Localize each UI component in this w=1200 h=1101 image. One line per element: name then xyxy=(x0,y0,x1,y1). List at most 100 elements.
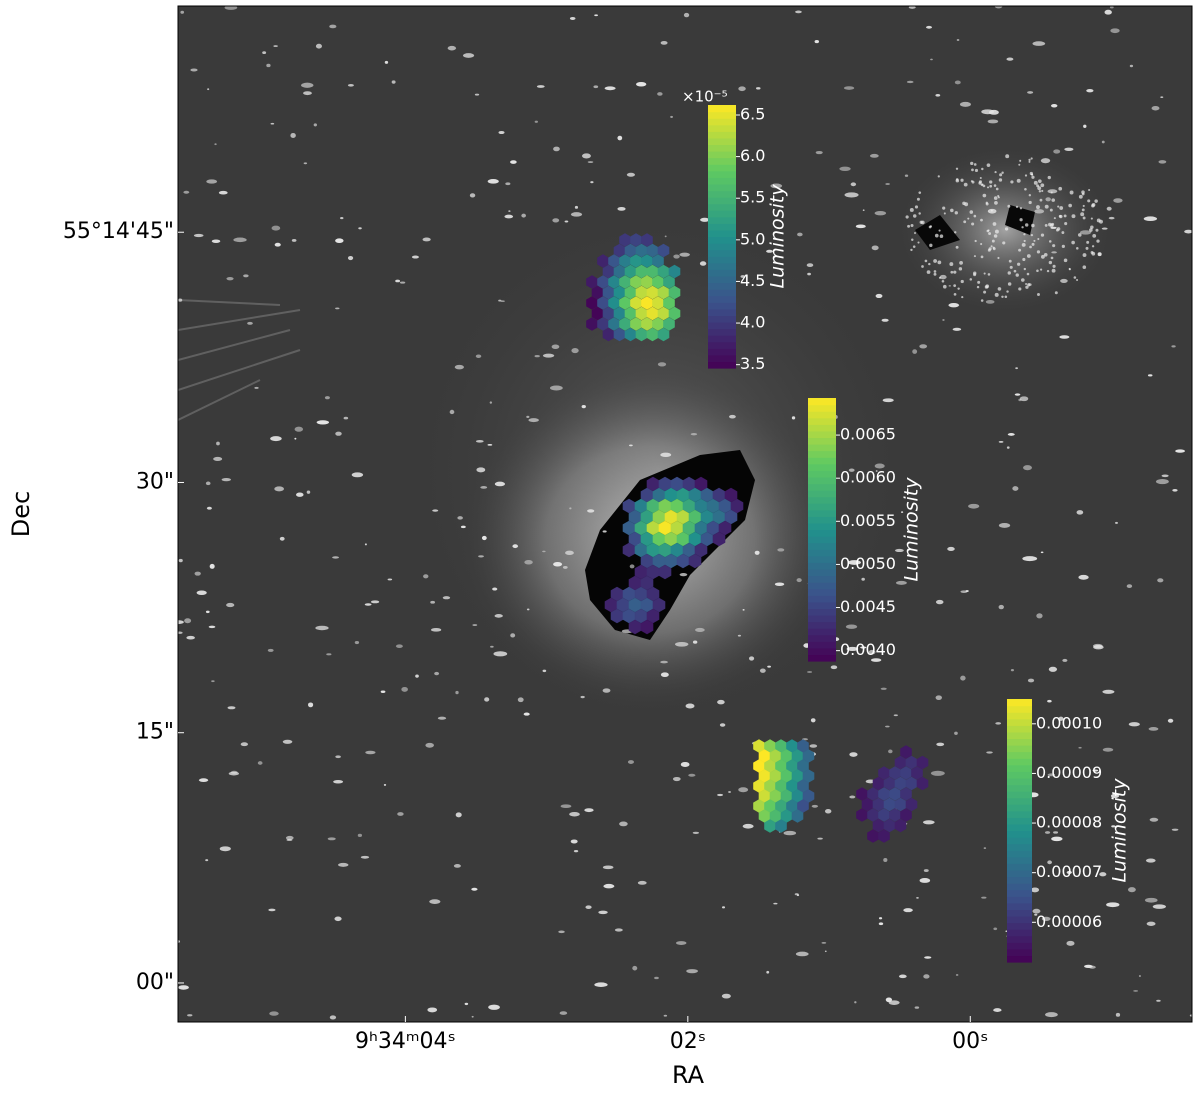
star xyxy=(226,276,234,281)
star xyxy=(979,177,982,180)
star xyxy=(1028,158,1031,161)
star xyxy=(954,231,957,234)
colorbar-segment xyxy=(708,256,736,264)
colorbar-segment xyxy=(708,144,736,152)
star xyxy=(675,941,687,945)
star xyxy=(923,974,930,979)
star xyxy=(213,456,223,461)
star xyxy=(1059,214,1063,219)
star xyxy=(1007,433,1015,436)
star xyxy=(178,631,183,634)
star xyxy=(1078,746,1082,749)
star xyxy=(290,132,296,139)
star xyxy=(904,174,909,177)
star xyxy=(1007,271,1011,275)
star xyxy=(360,855,370,859)
star xyxy=(756,87,761,90)
hex-bin xyxy=(641,233,653,247)
hex-bin xyxy=(635,306,648,321)
star xyxy=(434,671,440,676)
star xyxy=(219,846,231,852)
hex-bin xyxy=(676,553,690,569)
hex-bin xyxy=(635,327,648,342)
hex-bin xyxy=(878,787,890,801)
colorbar-segment xyxy=(808,490,836,498)
star xyxy=(397,812,404,816)
hex-bin xyxy=(797,739,809,753)
star xyxy=(480,486,488,489)
star xyxy=(777,548,785,552)
colorbar-segment xyxy=(808,417,836,425)
star xyxy=(690,433,698,436)
star xyxy=(1152,904,1166,909)
hex-bin xyxy=(802,769,815,783)
star xyxy=(817,837,823,840)
star xyxy=(1007,282,1012,286)
star xyxy=(637,880,647,885)
star xyxy=(1052,264,1056,268)
star xyxy=(1068,203,1072,208)
hex-bin xyxy=(764,819,776,833)
star xyxy=(942,319,945,322)
star xyxy=(510,633,516,638)
colorbar-segment xyxy=(708,295,736,303)
star xyxy=(954,211,958,215)
star xyxy=(984,285,989,289)
hex-bin xyxy=(597,317,609,331)
star xyxy=(935,93,941,97)
star xyxy=(1063,214,1067,218)
star xyxy=(604,86,616,91)
star xyxy=(186,635,195,640)
star xyxy=(680,761,690,768)
star xyxy=(695,627,705,633)
star xyxy=(1027,678,1035,683)
star xyxy=(719,723,726,727)
star xyxy=(922,820,935,825)
colorbar-segment xyxy=(1007,764,1032,772)
star xyxy=(569,811,580,817)
star xyxy=(391,80,396,84)
hex-bin xyxy=(861,797,874,812)
star xyxy=(955,178,960,183)
hex-bin xyxy=(668,306,681,321)
colorbar-segment xyxy=(708,124,736,132)
star xyxy=(316,420,330,425)
star xyxy=(989,184,993,188)
star xyxy=(1146,921,1156,926)
hex-bin xyxy=(602,327,615,342)
colorbar-segment xyxy=(708,328,736,336)
star xyxy=(767,665,771,668)
hex-bin xyxy=(791,809,804,823)
star xyxy=(209,563,215,569)
star xyxy=(967,217,970,220)
star xyxy=(809,744,818,748)
star xyxy=(594,982,608,987)
colorbar-segment xyxy=(1007,942,1032,950)
star xyxy=(969,278,973,281)
colorbar-segment xyxy=(1007,784,1032,792)
star xyxy=(559,1011,568,1015)
y-axis-label: Dec xyxy=(7,491,35,537)
star xyxy=(1040,551,1044,554)
star xyxy=(1023,267,1027,271)
colorbar-segment xyxy=(808,536,836,544)
star xyxy=(335,431,342,436)
colorbar-tick-label: 0.0045 xyxy=(840,597,896,616)
hex-bin xyxy=(591,306,604,321)
star xyxy=(664,235,667,238)
star xyxy=(978,181,982,185)
hex-bin xyxy=(602,306,615,321)
star xyxy=(910,248,913,252)
star xyxy=(1151,105,1160,111)
star xyxy=(895,580,907,585)
star xyxy=(914,205,919,209)
star xyxy=(285,835,294,840)
star xyxy=(990,209,993,212)
hex-bin xyxy=(646,243,659,258)
colorbar-segment xyxy=(708,289,736,297)
hex-bin xyxy=(657,285,670,300)
star xyxy=(981,896,987,899)
star xyxy=(717,793,724,797)
star xyxy=(1010,668,1014,672)
colorbar-segment xyxy=(708,341,736,349)
